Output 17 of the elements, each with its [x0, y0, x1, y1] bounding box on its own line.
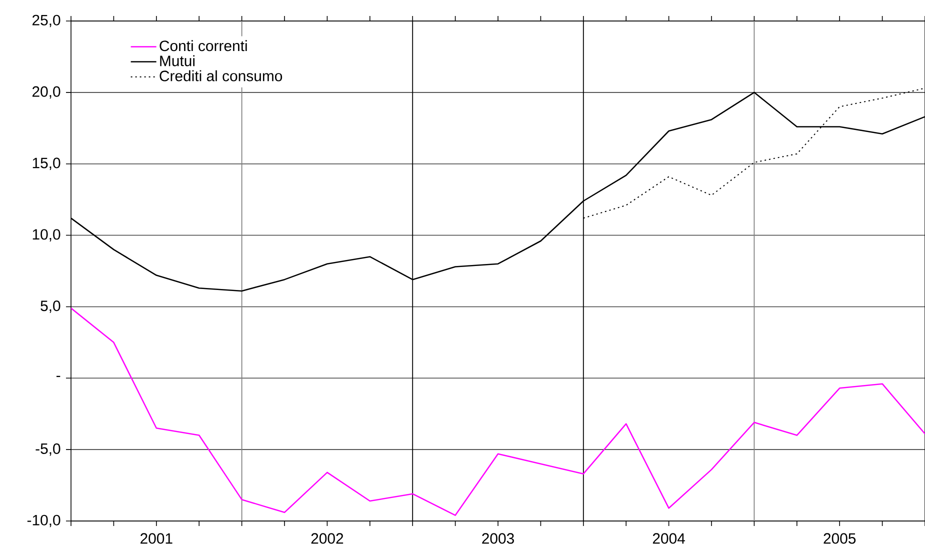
y-tick-label: 15,0 — [32, 158, 60, 170]
x-tick-label: 2005 — [824, 533, 856, 544]
legend-label: Conti correnti — [160, 40, 247, 52]
legend-label: Crediti al consumo — [160, 70, 282, 82]
y-tick-label: 10,0 — [32, 229, 60, 242]
y-tick-label: -10,0 — [27, 514, 60, 528]
y-tick-label: 25,0 — [32, 14, 60, 28]
x-tick-label: 2004 — [652, 533, 685, 544]
x-tick-label: 2002 — [311, 533, 344, 544]
x-tick-label: 2003 — [482, 533, 514, 544]
x-tick-label: 2001 — [140, 533, 172, 544]
y-tick-label: - — [56, 376, 60, 378]
legend-label: Mutui — [160, 55, 194, 66]
y-tick-label: -5,0 — [36, 443, 60, 456]
y-tick-label: 20,0 — [32, 86, 60, 99]
line-series — [71, 307, 925, 516]
y-tick-label: 5,0 — [40, 300, 60, 313]
